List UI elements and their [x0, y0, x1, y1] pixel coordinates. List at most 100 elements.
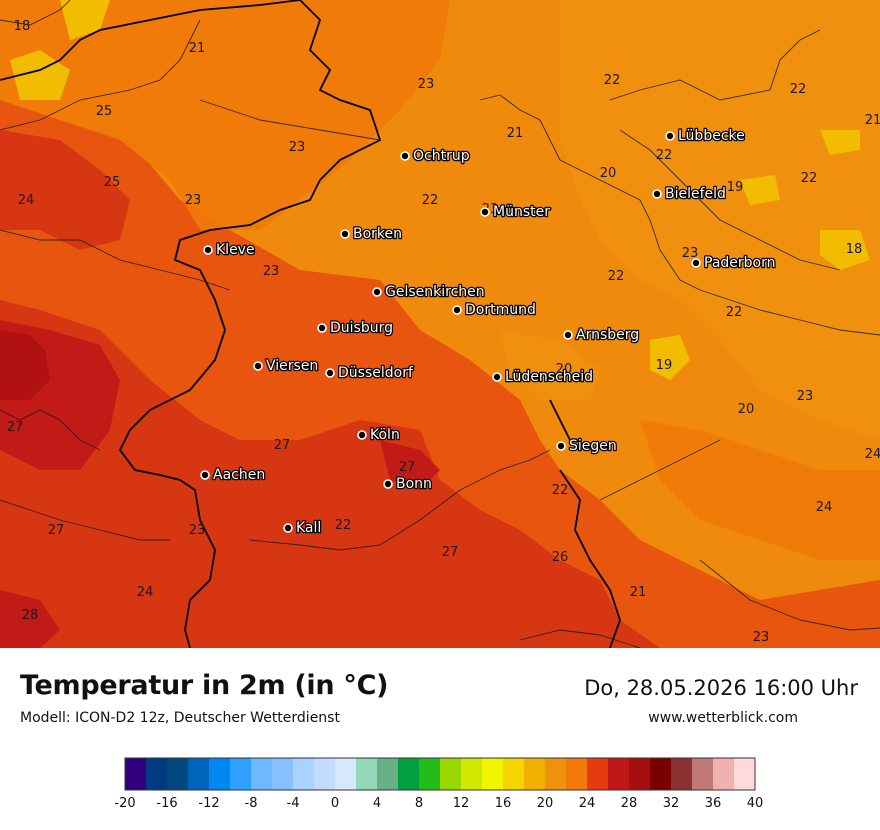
- city-dot: [452, 305, 462, 315]
- temperature-zone: [820, 130, 860, 155]
- city-label: Arnsberg: [576, 327, 639, 343]
- legend-swatch: [188, 758, 210, 790]
- legend-swatch: [419, 758, 441, 790]
- temperature-value: 21: [507, 126, 524, 141]
- city-marker: Gelsenkirchen: [372, 283, 486, 301]
- city-label: Gelsenkirchen: [385, 284, 485, 300]
- city-marker: Borken: [340, 225, 403, 243]
- temperature-value: 25: [104, 175, 121, 190]
- legend-tick-label: 8: [415, 796, 423, 811]
- temperature-zones: [0, 0, 880, 648]
- temperature-value: 28: [22, 608, 39, 623]
- city-marker: Ochtrup: [400, 147, 471, 165]
- city-dot: [480, 207, 490, 217]
- temperature-value: 22: [608, 269, 625, 284]
- chart-title: Temperatur in 2m (in °C): [20, 670, 389, 701]
- city-label: Köln: [370, 427, 400, 443]
- temperature-value: 23: [263, 264, 280, 279]
- temperature-value: 22: [552, 483, 569, 498]
- temperature-value: 27: [399, 460, 416, 475]
- city-dot: [203, 245, 213, 255]
- city-dot: [563, 330, 573, 340]
- temperature-zone: [60, 0, 110, 40]
- city-marker: Kleve: [203, 241, 256, 259]
- city-marker: Aachen: [200, 466, 267, 484]
- city-dot: [283, 523, 293, 533]
- city-label: Lüdenscheid: [505, 369, 593, 385]
- legend-swatch: [167, 758, 189, 790]
- region-border: [609, 29, 821, 101]
- legend-swatch: [587, 758, 609, 790]
- legend-swatch: [272, 758, 294, 790]
- region-border: [0, 19, 201, 131]
- country-border: [549, 399, 571, 441]
- region-border: [519, 629, 641, 648]
- city-marker: Bielefeld: [652, 185, 727, 203]
- legend-tick-label: 24: [579, 796, 596, 811]
- temperature-value: 19: [727, 180, 744, 195]
- temperature-value: 23: [185, 193, 202, 208]
- region-border: [0, 229, 231, 291]
- city-dot: [400, 151, 410, 161]
- legend-tick-label: 16: [495, 796, 512, 811]
- city-label: Bonn: [396, 476, 432, 492]
- temperature-value: 18: [14, 19, 31, 34]
- temperature-value: 27: [442, 545, 459, 560]
- country-border: [559, 469, 621, 648]
- temperature-zone: [0, 130, 130, 250]
- temperature-value: 21: [630, 585, 647, 600]
- footer: Temperatur in 2m (in °C) Modell: ICON-D2…: [0, 648, 880, 830]
- city-marker: Düsseldorf: [325, 364, 415, 382]
- legend-swatch: [461, 758, 483, 790]
- legend-swatch: [545, 758, 567, 790]
- legend-swatch: [482, 758, 504, 790]
- legend-swatch: [524, 758, 546, 790]
- temperature-value: 24: [865, 447, 880, 462]
- temperature-value: 25: [96, 104, 113, 119]
- city-dot: [340, 229, 350, 239]
- temperature-value: 22: [801, 171, 818, 186]
- temperature-value: 27: [48, 523, 65, 538]
- city-marker: Viersen: [253, 357, 320, 375]
- legend-swatch: [629, 758, 651, 790]
- legend-swatch: [293, 758, 315, 790]
- temperature-value: 22: [656, 148, 673, 163]
- temperature-value: 23: [753, 630, 770, 645]
- temperature-value: 27: [7, 420, 24, 435]
- legend-swatch: [335, 758, 357, 790]
- city-label: Paderborn: [704, 255, 775, 271]
- temperature-value: 24: [816, 500, 833, 515]
- temperature-value: 27: [274, 438, 291, 453]
- legend-swatch: [377, 758, 399, 790]
- city-marker: Lüdenscheid: [492, 368, 594, 386]
- temperature-zone: [740, 175, 780, 205]
- legend-swatch: [314, 758, 336, 790]
- temperature-value: 21: [865, 113, 880, 128]
- temperature-value: 20: [600, 166, 617, 181]
- city-dot: [325, 368, 335, 378]
- temperature-value: 20: [738, 402, 755, 417]
- temperature-value: 22: [790, 82, 807, 97]
- city-label: Lübbecke: [678, 128, 745, 144]
- city-marker: Münster: [480, 203, 552, 221]
- temperature-value: 24: [18, 193, 35, 208]
- city-dot: [383, 479, 393, 489]
- legend-tick-label: 36: [705, 796, 722, 811]
- legend-tick-label: 12: [453, 796, 470, 811]
- temperature-zone: [0, 0, 450, 230]
- city-dot: [357, 430, 367, 440]
- temperature-zone: [820, 230, 870, 270]
- city-label: Siegen: [569, 438, 617, 454]
- legend-swatch: [671, 758, 693, 790]
- city-label: Kall: [296, 520, 321, 536]
- legend-swatch: [125, 758, 147, 790]
- city-marker: Arnsberg: [563, 326, 640, 344]
- legend-swatch: [608, 758, 630, 790]
- legend-swatch: [230, 758, 252, 790]
- legend-swatch: [692, 758, 714, 790]
- model-info: Modell: ICON-D2 12z, Deutscher Wetterdie…: [20, 710, 340, 726]
- city-label: Kleve: [216, 242, 255, 258]
- legend-tick-label: 40: [747, 796, 764, 811]
- temperature-value: 23: [289, 140, 306, 155]
- website-link[interactable]: www.wetterblick.com: [648, 710, 798, 726]
